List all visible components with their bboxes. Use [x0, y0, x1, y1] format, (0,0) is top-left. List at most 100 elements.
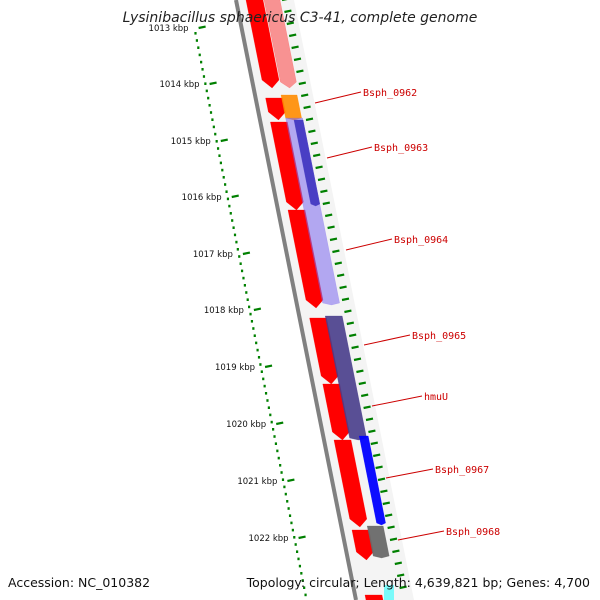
cds-arrow: [309, 317, 339, 385]
ruler-tick: [276, 421, 284, 426]
outer-tick: [298, 81, 307, 86]
ruler-dot: [242, 276, 245, 280]
outer-tick: [346, 321, 355, 326]
ruler-dot: [207, 96, 210, 100]
outer-tick: [358, 381, 367, 386]
ruler-tick-label: 1014 kbp: [160, 80, 200, 90]
ruler-dot: [294, 543, 297, 546]
outer-tick: [288, 33, 297, 38]
ruler-dot: [219, 161, 222, 165]
ruler-dot: [255, 341, 258, 345]
ruler-tick: [253, 307, 262, 312]
outer-tick: [341, 297, 350, 302]
ruler-dot: [288, 514, 292, 517]
gene-features: [263, 0, 394, 600]
outer-tick: [370, 441, 379, 446]
leader-line: [371, 395, 423, 407]
ruler-tick-label: 1019 kbp: [215, 363, 255, 373]
outer-tick: [363, 405, 371, 410]
ruler-dot: [283, 485, 286, 489]
ruler-dot: [297, 557, 300, 561]
ruler-dot: [231, 219, 234, 222]
ruler-tick: [198, 25, 206, 30]
outer-tick: [387, 525, 395, 530]
gene-feature-Bsph_0968: [366, 525, 390, 559]
ruler-dot: [222, 176, 225, 179]
ruler-dot: [202, 75, 206, 78]
ruler-dot: [272, 428, 275, 431]
cds-arrow: [245, 0, 280, 89]
ruler-dot: [304, 593, 307, 597]
ruler-dot: [252, 327, 255, 330]
gene-labels: Bsph_0962 Bsph_0963 Bsph_0964 Bsph_0965 hmuU…: [314, 88, 500, 541]
outer-tick: [320, 189, 328, 194]
faded-feature: [263, 0, 297, 89]
ruler-dot: [281, 478, 285, 481]
leader-line: [385, 468, 434, 479]
accession-text: Accession: NC_010382: [8, 575, 151, 590]
gene-label[interactable]: Bsph_0962: [363, 88, 417, 99]
gene-label[interactable]: hmuU: [424, 392, 448, 403]
gene-label[interactable]: Bsph_0965: [412, 331, 466, 342]
outer-tick: [286, 21, 295, 26]
map-title: Lysinibacillus sphaericus C3-41, complet…: [122, 10, 478, 26]
gene-label[interactable]: Bsph_0967: [435, 465, 489, 476]
ruler-dot: [236, 248, 239, 251]
gene-label[interactable]: Bsph_0964: [394, 235, 448, 246]
outer-tick: [284, 9, 292, 14]
ruler-dot: [266, 399, 269, 402]
cds-arrow: [333, 439, 368, 528]
outer-tick: [310, 141, 319, 146]
outer-tick: [368, 429, 376, 434]
outer-tick: [384, 513, 393, 518]
ruler-dot: [264, 392, 268, 395]
ruler-tick: [242, 251, 251, 256]
ruler-dot: [204, 82, 207, 85]
ruler-dot: [259, 363, 262, 366]
gene-label[interactable]: Bsph_0963: [374, 143, 428, 154]
ruler-dot: [233, 233, 237, 237]
ruler-dot: [262, 377, 265, 381]
ruler-dot: [287, 507, 290, 510]
outer-tick: [300, 93, 309, 98]
ruler-tick: [264, 364, 273, 369]
outer-tick: [348, 333, 357, 338]
outer-tick: [372, 453, 381, 458]
outer-tick: [344, 309, 352, 314]
ruler-dot: [295, 550, 299, 553]
ruler-dot: [238, 255, 241, 258]
ruler-tick-label: 1017 kbp: [193, 250, 233, 260]
outer-tick: [303, 105, 311, 110]
gene-feature-Bsph_0967: [358, 435, 386, 526]
ruler-tick-label: 1018 kbp: [204, 306, 244, 316]
ruler-dot: [201, 68, 204, 71]
ruler-dot: [229, 212, 232, 215]
ruler-dot: [216, 147, 220, 150]
outer-tick: [324, 213, 333, 218]
outer-tick: [394, 561, 403, 566]
ruler-dot: [245, 291, 248, 294]
ruler-dot: [270, 420, 273, 424]
ruler-dot: [198, 53, 201, 57]
ruler-dot: [274, 442, 278, 445]
ruler-dot: [240, 269, 244, 273]
outer-tick: [332, 249, 340, 254]
gene-label[interactable]: Bsph_0968: [446, 527, 500, 538]
outer-tick: [365, 417, 374, 422]
cds-track: [245, 0, 384, 600]
leader-line: [345, 238, 393, 251]
ruler-dot: [214, 132, 217, 136]
ruler-dot: [267, 406, 270, 409]
ruler-dot: [248, 305, 251, 309]
cds-arrow: [322, 383, 350, 441]
outer-tick: [322, 201, 331, 206]
ruler-tick: [209, 81, 217, 86]
outer-tick: [315, 165, 323, 170]
ruler-dot: [239, 262, 242, 265]
outer-tick: [396, 573, 405, 578]
outer-tick: [308, 129, 316, 134]
cds-arrow: [351, 529, 374, 561]
outer-tick: [339, 285, 347, 290]
ruler-tick-label: 1022 kbp: [249, 534, 289, 544]
outer-tick: [334, 261, 343, 266]
